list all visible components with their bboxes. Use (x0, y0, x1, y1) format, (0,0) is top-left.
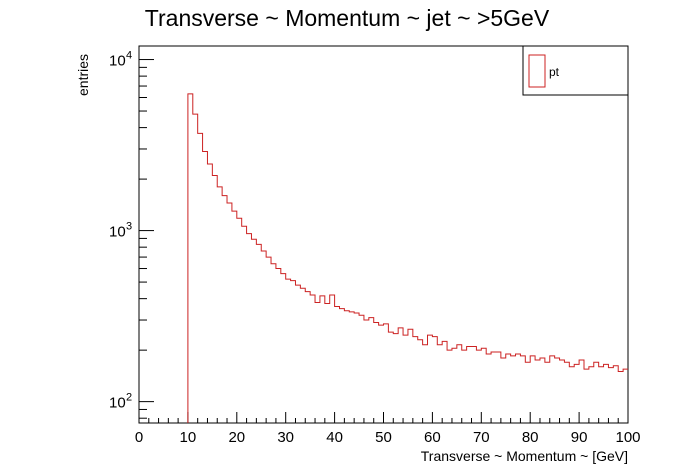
plot-frame (138, 45, 629, 424)
y-tick-exponent: 4 (126, 50, 132, 62)
y-tick-exponent: 3 (126, 221, 132, 233)
y-tick-label: 10 (109, 53, 126, 70)
legend-box (522, 45, 629, 96)
legend: pt (522, 45, 629, 96)
x-axis-label: Transverse ~ Momentum ~ [GeV] (421, 448, 628, 464)
x-tick-label: 30 (277, 429, 294, 446)
legend-swatch-pt (528, 54, 546, 88)
y-axis-label: entries (75, 54, 91, 96)
x-axis: 0 10 20 30 40 50 60 70 80 90 100 (135, 412, 641, 446)
x-tick-label: 0 (135, 429, 143, 446)
x-tick-label: 40 (326, 429, 343, 446)
x-tick-label: 90 (571, 429, 588, 446)
y-tick-exponent: 2 (126, 392, 132, 404)
x-tick-label: 70 (473, 429, 490, 446)
chart-title: Transverse ~ Momentum ~ jet ~ >5GeV (145, 5, 550, 31)
y-tick-label: 10 (109, 224, 126, 241)
x-tick-label: 20 (228, 429, 245, 446)
x-tick-label: 60 (424, 429, 441, 446)
x-tick-label: 10 (180, 429, 197, 446)
x-tick-label: 80 (522, 429, 539, 446)
x-tick-label: 100 (615, 429, 640, 446)
legend-entry-pt: pt (549, 65, 560, 79)
x-tick-label: 50 (375, 429, 392, 446)
histogram-line (187, 93, 628, 423)
y-tick-label: 10 (109, 395, 126, 412)
